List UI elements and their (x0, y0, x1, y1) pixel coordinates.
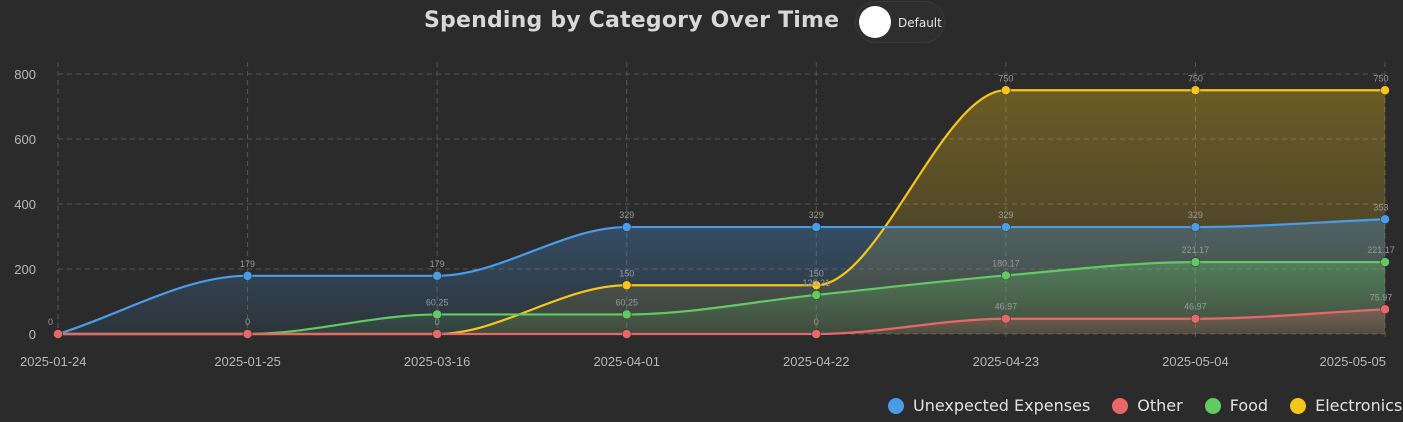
legend-label: Other (1137, 396, 1183, 415)
data-point (1001, 313, 1011, 324)
data-label: 0 (814, 317, 819, 327)
chart-title: Spending by Category Over Time (424, 8, 840, 33)
data-label: 179 (430, 259, 445, 269)
data-point (621, 329, 632, 339)
y-tick-label: 400 (14, 197, 36, 212)
data-point (53, 329, 63, 339)
y-tick-label: 0 (29, 327, 36, 342)
data-point (1190, 85, 1201, 95)
x-tick-label: 2025-04-22 (783, 354, 850, 369)
toggle-label: Default (898, 16, 942, 30)
x-tick-label: 2025-01-25 (214, 354, 281, 369)
data-label: 750 (1373, 73, 1388, 83)
theme-toggle[interactable]: Default (855, 1, 945, 43)
data-label: 0 (48, 317, 53, 327)
x-tick-label: 2025-05-04 (1162, 354, 1229, 369)
data-label: 120.21 (803, 278, 831, 288)
data-point (811, 329, 822, 339)
data-label: 180.17 (992, 258, 1020, 268)
legend-item-other[interactable]: Other (1112, 396, 1183, 415)
data-label: 221.17 (1367, 245, 1395, 255)
y-tick-label: 800 (14, 67, 36, 82)
data-point (1190, 313, 1201, 324)
x-tick-label: 2025-05-05 (1320, 354, 1387, 369)
x-tick-label: 2025-04-01 (593, 354, 660, 369)
data-point (1190, 222, 1201, 232)
data-point (1001, 222, 1011, 232)
data-point (1380, 304, 1390, 315)
legend-label: Food (1229, 396, 1269, 415)
data-point (242, 329, 253, 339)
legend: Unexpected Expenses Other Food Electronics (888, 396, 1402, 415)
legend-swatch (1112, 397, 1129, 414)
data-point (242, 271, 253, 281)
y-tick-label: 200 (14, 262, 36, 277)
data-point (811, 222, 822, 232)
data-label: 329 (809, 210, 824, 220)
data-label: 46.97 (1184, 302, 1207, 312)
data-point (432, 309, 442, 320)
data-point (811, 290, 822, 300)
data-point (1001, 270, 1011, 281)
data-point (432, 329, 442, 339)
data-label: 179 (240, 259, 255, 269)
data-label: 46.97 (995, 302, 1018, 312)
data-point (1190, 257, 1201, 267)
series-line-other (58, 308, 1386, 336)
data-label: 60.25 (426, 297, 449, 307)
data-label: 750 (1188, 73, 1203, 83)
x-tick-label: 2025-04-23 (973, 354, 1040, 369)
series-area-food (58, 262, 1385, 334)
y-tick-label: 600 (14, 132, 36, 147)
legend-label: Unexpected Expenses (913, 396, 1091, 415)
data-point (1001, 85, 1011, 95)
legend-label: Electronics (1315, 396, 1403, 415)
data-label: 60.25 (615, 297, 638, 307)
legend-swatch (1204, 397, 1221, 414)
data-point (621, 222, 632, 232)
data-point (1380, 85, 1390, 95)
legend-item-food[interactable]: Food (1204, 396, 1269, 415)
legend-item-unexpected-expenses[interactable]: Unexpected Expenses (888, 396, 1090, 415)
data-point (1380, 214, 1390, 225)
data-point (1380, 257, 1390, 267)
data-label: 353 (1373, 202, 1388, 212)
data-point (621, 309, 632, 320)
data-label: 329 (619, 210, 634, 220)
data-label: 150 (809, 268, 824, 278)
data-point (811, 280, 822, 290)
x-tick-label: 2025-03-16 (404, 354, 471, 369)
toggle-knob[interactable] (859, 6, 891, 38)
data-label: 750 (998, 73, 1013, 83)
data-label: 221.17 (1182, 245, 1210, 255)
series-area-other (58, 309, 1385, 334)
data-label: 0 (435, 317, 440, 327)
data-label: 150 (619, 268, 634, 278)
data-point (432, 271, 442, 281)
legend-swatch (1290, 397, 1307, 414)
legend-swatch (888, 397, 904, 414)
data-point (621, 280, 632, 290)
data-label: 329 (1188, 210, 1203, 220)
data-label: 75.97 (1370, 292, 1393, 302)
legend-item-electronics[interactable]: Electronics (1290, 396, 1402, 415)
data-label: 0 (245, 317, 250, 327)
data-label: 329 (998, 210, 1013, 220)
series-line-unexpected-expenses (57, 218, 1386, 336)
x-tick-label: 2025-01-24 (20, 354, 87, 369)
